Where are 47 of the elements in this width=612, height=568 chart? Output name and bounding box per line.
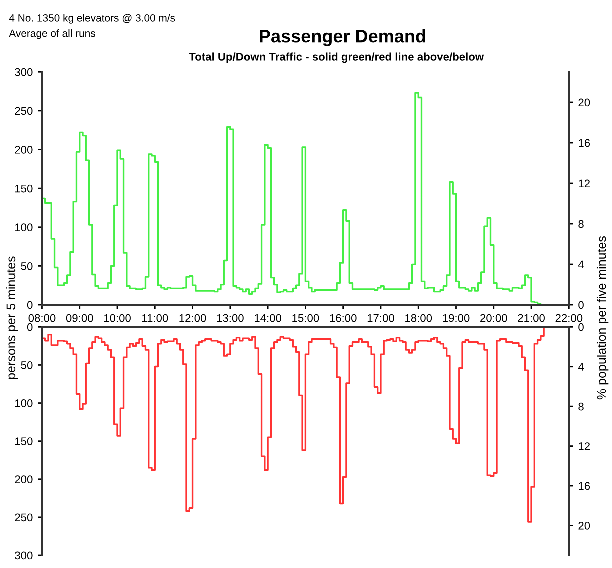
- y2-tick-label: 20: [578, 98, 590, 107]
- y-tick-label: 150: [16, 184, 33, 193]
- y2-tick-label: 12: [579, 180, 590, 188]
- x-tick-label: 20:00: [480, 314, 508, 322]
- y2-axis-title: % population per five minutes: [596, 236, 609, 400]
- y-tick-label: 150: [16, 438, 33, 446]
- y-tick-label: 0: [27, 323, 33, 332]
- x-tick-label: 17:00: [368, 314, 394, 322]
- x-tick-label: 16:00: [330, 314, 357, 322]
- y2-tick-label: 8: [578, 402, 584, 411]
- y-tick-label: 0: [27, 301, 33, 310]
- y2-tick-label: 4: [578, 260, 584, 269]
- y-tick-label: 50: [21, 262, 33, 270]
- y-axis-title: persons per 5 minutes: [6, 256, 18, 380]
- x-tick-label: 19:00: [443, 314, 470, 322]
- x-tick-label: 12:00: [180, 314, 206, 322]
- x-tick-label: 11:00: [142, 314, 168, 322]
- y-tick-label: 100: [16, 400, 33, 408]
- y-tick-label: 300: [15, 68, 33, 76]
- y2-tick-label: 4: [578, 363, 584, 371]
- y2-tick-label: 0: [578, 301, 584, 310]
- y2-tick-label: 12: [579, 442, 590, 450]
- text: 4 No. 1350 kg elevators @ 3.00 m/s: [9, 14, 176, 24]
- x-tick-label: 21:00: [518, 314, 545, 322]
- y-tick-label: 50: [21, 361, 33, 370]
- x-tick-label: 22:00: [556, 314, 583, 322]
- x-tick-label: 15:00: [292, 314, 320, 322]
- x-tick-label: 14:00: [255, 314, 282, 322]
- y-tick-label: 200: [15, 146, 33, 154]
- chart-title: Passenger Demand: [260, 30, 426, 46]
- chart-subtitle: Total Up/Down Traffic - solid green/red line above/below: [189, 52, 484, 64]
- x-tick-label: 09:00: [66, 314, 94, 322]
- y-tick-label: 100: [16, 224, 33, 232]
- y2-tick-label: 8: [578, 220, 584, 228]
- y-tick-label: 250: [15, 514, 33, 522]
- y-tick-label: 300: [15, 552, 33, 560]
- x-tick-label: 10:00: [104, 314, 131, 322]
- y2-tick-label: 20: [578, 522, 590, 530]
- y-tick-label: 200: [15, 476, 33, 484]
- text: Average of all runs: [9, 30, 96, 40]
- y2-tick-label: 16: [579, 139, 590, 148]
- x-tick-label: 08:00: [28, 314, 56, 322]
- y2-tick-label: 16: [579, 482, 590, 490]
- x-tick-label: 18:00: [406, 314, 432, 322]
- x-tick-label: 13:00: [217, 314, 244, 322]
- y-tick-label: 250: [15, 107, 33, 116]
- y2-tick-label: 0: [578, 323, 584, 332]
